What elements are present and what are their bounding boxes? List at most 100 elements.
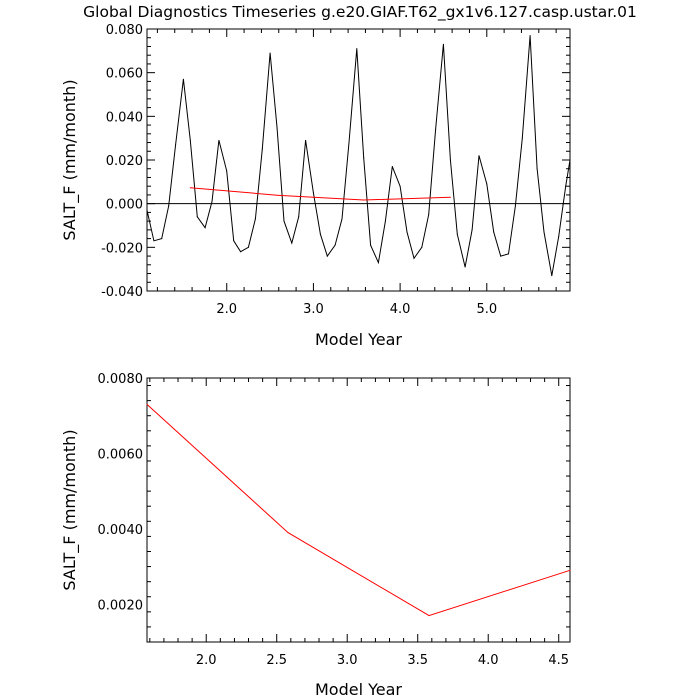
x-tick-label: 4.5 xyxy=(548,653,569,668)
data-point xyxy=(486,183,488,185)
data-point xyxy=(240,251,242,253)
data-point xyxy=(276,194,278,196)
data-point xyxy=(558,235,560,237)
timeseries-line xyxy=(146,35,571,276)
data-point xyxy=(406,231,408,233)
y-axis-label: SALT_F (mm/month) xyxy=(60,79,80,240)
y-tick-label: 0.020 xyxy=(106,154,143,169)
x-tick-label: 3.5 xyxy=(407,653,428,668)
data-point xyxy=(276,126,278,128)
data-point xyxy=(456,233,458,235)
data-point xyxy=(413,257,415,259)
data-point xyxy=(449,159,451,161)
data-point xyxy=(291,242,293,244)
data-point xyxy=(182,78,184,80)
data-point xyxy=(493,231,495,233)
data-point xyxy=(218,139,220,141)
y-tick-label: 0.0040 xyxy=(98,523,144,538)
data-point xyxy=(500,255,502,257)
data-point xyxy=(305,139,307,141)
data-point xyxy=(391,166,393,168)
data-point xyxy=(514,205,516,207)
data-point xyxy=(161,238,163,240)
data-point xyxy=(189,139,191,141)
data-point xyxy=(428,615,430,617)
data-point xyxy=(569,159,571,161)
data-point xyxy=(536,168,538,170)
data-point xyxy=(175,144,177,146)
data-point xyxy=(319,233,321,235)
data-point xyxy=(204,227,206,229)
data-point xyxy=(334,244,336,246)
data-point xyxy=(233,240,235,242)
data-point xyxy=(363,199,365,201)
data-point xyxy=(356,48,358,50)
data-point xyxy=(146,209,148,211)
y-tick-label: 0.0080 xyxy=(98,372,144,387)
data-point xyxy=(421,246,423,248)
data-point xyxy=(565,185,567,187)
data-point xyxy=(283,220,285,222)
y-tick-label: -0.020 xyxy=(101,241,143,256)
plot-frame xyxy=(146,377,571,643)
y-tick-label: 0.000 xyxy=(106,198,143,213)
data-point xyxy=(377,262,379,264)
data-point xyxy=(326,255,328,257)
data-point xyxy=(478,155,480,157)
y-tick-label: 0.040 xyxy=(106,110,143,125)
data-point xyxy=(428,214,430,216)
chart-title: Global Diagnostics Timeseries g.e20.GIAF… xyxy=(83,3,637,22)
y-tick-label: 0.060 xyxy=(106,67,143,82)
x-tick-label: 4.0 xyxy=(390,302,411,317)
x-tick-label: 5.0 xyxy=(476,302,497,317)
data-point xyxy=(435,128,437,130)
x-axis-label: Model Year xyxy=(315,680,402,699)
x-tick-label: 3.0 xyxy=(337,653,358,668)
data-point xyxy=(471,229,473,231)
data-point xyxy=(464,266,466,268)
data-point xyxy=(551,275,553,277)
y-tick-label: 0.0020 xyxy=(98,598,144,613)
x-tick-label: 3.0 xyxy=(303,302,324,317)
data-point xyxy=(189,187,191,189)
x-tick-label: 2.0 xyxy=(216,302,237,317)
data-point xyxy=(312,192,314,194)
annual-mean-line xyxy=(190,187,451,201)
data-point xyxy=(543,231,545,233)
data-point xyxy=(247,246,249,248)
data-point xyxy=(569,569,571,571)
annual-mean-line xyxy=(146,404,571,617)
data-point xyxy=(211,200,213,202)
data-point xyxy=(384,220,386,222)
data-point xyxy=(363,157,365,159)
y-tick-label: 0.0060 xyxy=(98,447,144,462)
data-point xyxy=(507,253,509,255)
data-point xyxy=(529,35,531,37)
x-tick-label: 2.5 xyxy=(266,653,287,668)
data-point xyxy=(261,148,263,150)
data-point xyxy=(370,244,372,246)
y-tick-label: 0.080 xyxy=(106,23,143,38)
data-point xyxy=(269,52,271,54)
data-point xyxy=(341,218,343,220)
bottom-panel: 0.0020 0.0040 0.0060 0.0080 2.0 2.5 3.0 3.5 4.0 4… xyxy=(60,372,571,699)
x-tick-label: 2.0 xyxy=(196,653,217,668)
data-point xyxy=(226,170,228,172)
data-point xyxy=(287,532,289,534)
y-axis-label: SALT_F (mm/month) xyxy=(60,429,80,590)
data-point xyxy=(399,185,401,187)
data-point xyxy=(196,216,198,218)
data-point xyxy=(254,218,256,220)
data-point xyxy=(442,43,444,45)
data-point xyxy=(521,137,523,139)
y-tick-label: -0.040 xyxy=(101,285,143,300)
data-point xyxy=(146,403,148,405)
data-point xyxy=(168,205,170,207)
data-point xyxy=(298,216,300,218)
data-point xyxy=(348,142,350,144)
top-panel: -0.040 -0.020 0.000 0.020 0.040 0.060 0.080 2.0… xyxy=(60,23,571,349)
data-point xyxy=(449,196,451,198)
x-axis-label: Model Year xyxy=(315,330,402,349)
data-point xyxy=(153,240,155,242)
